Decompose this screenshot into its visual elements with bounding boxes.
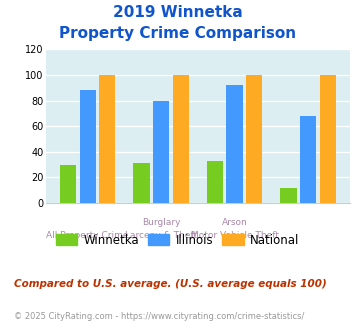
Bar: [207, 161, 223, 203]
Bar: [246, 75, 262, 203]
Bar: [280, 187, 297, 203]
Text: Burglary: Burglary: [142, 218, 180, 227]
Text: © 2025 CityRating.com - https://www.cityrating.com/crime-statistics/: © 2025 CityRating.com - https://www.city…: [14, 312, 305, 321]
Bar: [153, 101, 169, 203]
Text: 2019 Winnetka: 2019 Winnetka: [113, 5, 242, 20]
Text: Motor Vehicle Theft: Motor Vehicle Theft: [191, 231, 279, 240]
Text: Property Crime Comparison: Property Crime Comparison: [59, 26, 296, 41]
Bar: [173, 75, 189, 203]
Legend: Winnetka, Illinois, National: Winnetka, Illinois, National: [51, 229, 304, 251]
Bar: [60, 165, 76, 203]
Bar: [300, 116, 316, 203]
Bar: [320, 75, 336, 203]
Bar: [226, 85, 243, 203]
Bar: [80, 90, 96, 203]
Text: All Property Crime: All Property Crime: [47, 231, 129, 240]
Bar: [133, 163, 150, 203]
Bar: [99, 75, 115, 203]
Text: Compared to U.S. average. (U.S. average equals 100): Compared to U.S. average. (U.S. average …: [14, 279, 327, 289]
Text: Arson: Arson: [222, 218, 247, 227]
Text: Larceny & Theft: Larceny & Theft: [125, 231, 197, 240]
